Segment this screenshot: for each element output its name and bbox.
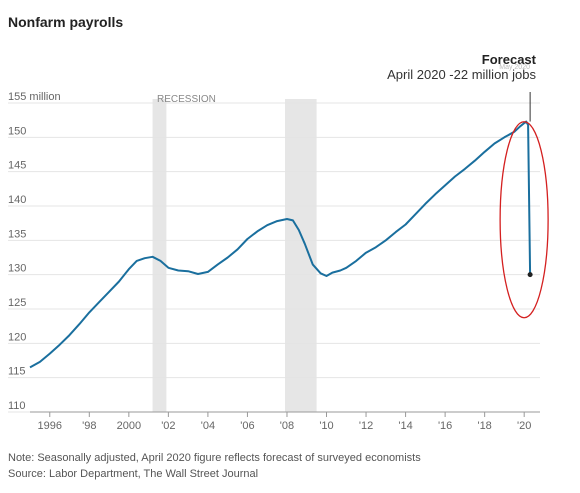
- y-tick-label: 150: [8, 125, 26, 137]
- y-tick-label: 155 million: [8, 91, 61, 103]
- x-tick-label: '04: [201, 420, 215, 432]
- x-tick-label: '06: [240, 420, 254, 432]
- y-tick-label: 135: [8, 228, 26, 240]
- y-tick-label: 115: [8, 366, 26, 378]
- footer-source: Source: Labor Department, The Wall Stree…: [8, 468, 259, 480]
- y-tick-label: 130: [8, 263, 26, 275]
- y-tick-label: 120: [8, 331, 26, 343]
- y-tick-label: 140: [8, 194, 26, 206]
- recession-band: [285, 99, 317, 412]
- forecast-value: April 2020 -22 million jobs: [387, 67, 536, 82]
- y-tick-label: 125: [8, 297, 26, 309]
- payrolls-series-line: [29, 120, 532, 369]
- x-tick-label: '14: [398, 420, 412, 432]
- faint-date-label: May 2020: [499, 64, 530, 71]
- x-tick-label: '20: [517, 420, 531, 432]
- x-tick-label: '10: [319, 420, 333, 432]
- x-tick-label: 1996: [38, 420, 62, 432]
- x-tick-label: '16: [438, 420, 452, 432]
- x-tick-label: '12: [359, 420, 373, 432]
- x-tick-label: '08: [280, 420, 294, 432]
- chart-title: Nonfarm payrolls: [8, 14, 124, 30]
- x-tick-label: '02: [161, 420, 175, 432]
- recession-label: RECESSION: [157, 94, 216, 105]
- highlight-circle: [499, 121, 549, 319]
- footer-note: Note: Seasonally adjusted, April 2020 fi…: [8, 452, 421, 464]
- x-tick-label: '98: [82, 420, 96, 432]
- forecast-annotation: Forecast April 2020 -22 million jobs: [387, 52, 536, 82]
- y-tick-label: 145: [8, 160, 26, 172]
- x-tick-label: 2000: [117, 420, 141, 432]
- forecast-point: [527, 272, 533, 278]
- y-tick-label: 110: [8, 400, 26, 412]
- forecast-title: Forecast: [481, 52, 536, 67]
- x-tick-label: '18: [477, 420, 491, 432]
- recession-band: [152, 99, 167, 412]
- chart-footer: Note: Seasonally adjusted, April 2020 fi…: [8, 450, 421, 482]
